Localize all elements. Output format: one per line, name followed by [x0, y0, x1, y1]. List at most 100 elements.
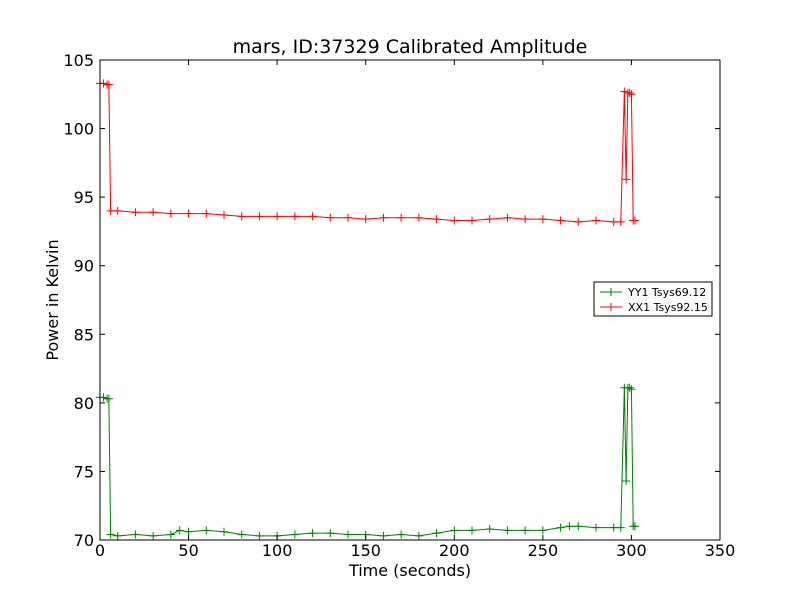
- data-point: [175, 526, 184, 535]
- data-point: [131, 530, 140, 539]
- data-point: [397, 213, 406, 222]
- y-tick-label: 70: [74, 531, 94, 550]
- data-point: [521, 526, 530, 535]
- data-point: [113, 206, 122, 215]
- y-tick-label: 95: [74, 188, 94, 207]
- data-point: [379, 213, 388, 222]
- x-tick-label: 250: [528, 541, 559, 560]
- data-point: [149, 208, 158, 217]
- data-point: [538, 526, 547, 535]
- data-point: [556, 523, 565, 532]
- series-line: [100, 387, 635, 537]
- data-point: [622, 477, 631, 486]
- data-point: [344, 213, 352, 222]
- legend-marker: [607, 288, 615, 296]
- data-point: [326, 529, 335, 538]
- x-tick-label: 50: [178, 541, 198, 560]
- data-point: [106, 206, 115, 215]
- chart-title: mars, ID:37329 Calibrated Amplitude: [233, 36, 588, 58]
- data-point: [361, 215, 370, 224]
- data-point: [131, 208, 140, 217]
- data-point: [184, 209, 193, 218]
- data-point: [503, 526, 512, 535]
- data-point: [104, 394, 113, 403]
- data-point: [609, 217, 618, 226]
- data-point: [609, 523, 618, 532]
- data-point: [630, 216, 639, 225]
- y-tick-label: 100: [63, 120, 94, 139]
- data-point: [432, 215, 441, 224]
- data-point: [616, 217, 625, 226]
- data-point: [149, 531, 158, 540]
- data-point: [625, 383, 634, 392]
- data-point: [503, 213, 512, 222]
- data-point: [627, 90, 636, 99]
- data-point: [379, 531, 388, 540]
- data-point: [255, 531, 264, 540]
- data-point: [104, 80, 113, 89]
- x-tick-label: 300: [616, 541, 647, 560]
- data-point: [450, 216, 459, 225]
- y-tick-label: 75: [74, 462, 94, 481]
- plot-frame: [99, 59, 721, 541]
- x-tick-label: 150: [350, 541, 381, 560]
- data-point: [414, 531, 423, 540]
- data-point: [237, 212, 246, 221]
- data-point: [99, 79, 108, 88]
- x-tick-label: 200: [439, 541, 470, 560]
- x-tick-label: 0: [95, 541, 105, 560]
- y-tick-label: 105: [63, 51, 94, 70]
- data-point: [202, 209, 211, 218]
- y-axis-label: Power in Kelvin: [43, 239, 62, 360]
- data-point: [202, 526, 211, 535]
- data-point: [106, 530, 115, 539]
- x-tick-label: 350: [705, 541, 736, 560]
- plot-area: [96, 79, 639, 540]
- data-point: [99, 393, 108, 402]
- data-point: [450, 526, 459, 535]
- series-line: [100, 82, 635, 223]
- data-point: [397, 530, 406, 539]
- x-tick-label: 100: [262, 541, 293, 560]
- data-point: [166, 209, 175, 218]
- data-point: [273, 212, 282, 221]
- data-point: [290, 530, 299, 539]
- data-point: [414, 213, 423, 222]
- data-point: [290, 212, 299, 221]
- y-tick-label: 90: [74, 257, 94, 276]
- data-point: [592, 523, 600, 532]
- data-point: [485, 215, 494, 224]
- data-point: [616, 523, 625, 532]
- data-point: [620, 87, 629, 96]
- y-tick-label: 80: [74, 394, 94, 413]
- data-point: [592, 216, 600, 225]
- data-point: [574, 522, 583, 531]
- data-point: [630, 522, 639, 531]
- data-point: [166, 530, 175, 539]
- data-point: [622, 175, 631, 184]
- data-point: [468, 526, 476, 535]
- data-point: [565, 522, 574, 531]
- y-tick-label: 85: [74, 325, 94, 344]
- legend: YY1 Tsys69.12 XX1 Tsys92.15: [593, 281, 713, 317]
- data-point: [308, 529, 317, 538]
- legend-label: YY1 Tsys69.12: [627, 286, 706, 299]
- data-point: [625, 88, 634, 97]
- x-axis-label: Time (seconds): [348, 561, 471, 580]
- legend-label: XX1 Tsys92.15: [628, 301, 708, 314]
- data-point: [521, 215, 530, 224]
- data-point: [220, 210, 228, 219]
- data-point: [468, 216, 476, 225]
- data-point: [184, 527, 193, 536]
- legend-box: [593, 281, 713, 317]
- data-point: [432, 529, 441, 538]
- data-point: [556, 216, 565, 225]
- axes: 0 50 100 150 200 250 300 350 70 75 80 85 90 95 100 105: [63, 51, 735, 560]
- data-point: [255, 212, 264, 221]
- data-point: [308, 212, 317, 221]
- data-point: [237, 530, 246, 539]
- data-point: [627, 385, 636, 394]
- data-point: [574, 217, 583, 226]
- data-point: [220, 527, 228, 536]
